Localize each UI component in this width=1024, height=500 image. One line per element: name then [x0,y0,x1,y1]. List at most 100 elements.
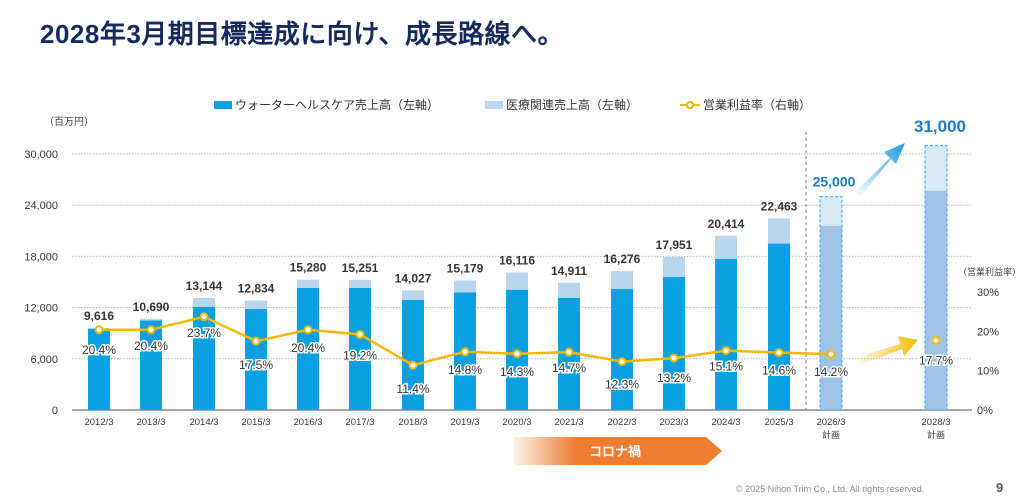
bar-medical [297,279,319,288]
legend-swatch-water [214,100,232,109]
page-title: 2028年3月期目標達成に向け、成長路線へ。 [40,19,565,49]
corona-banner [514,437,722,465]
margin-label: 20.4% [134,339,168,353]
bar-medical [663,256,685,277]
growth-arrow-gold-icon [855,336,918,366]
y-right-tick-label: 20% [977,326,999,338]
legend-label: 医療関連売上高（左軸） [506,98,639,112]
total-label: 15,280 [290,261,327,275]
bar-water-healthcare [140,320,162,410]
x-tick-label: 2018/3 [398,417,427,428]
margin-point [408,360,418,370]
margin-point [564,347,574,357]
margin-point [94,325,104,335]
margin-point [826,349,836,359]
legend-label: ウォーターヘルスケア売上高（左軸） [235,98,440,112]
x-tick-label: 2026/3 [816,417,845,428]
margin-label: 15.1% [709,360,743,374]
x-tick-label: 2019/3 [450,417,479,428]
total-label: 15,251 [342,261,379,275]
x-tick-sublabel: 計画 [822,429,840,441]
left-axis-unit: （百万円） [44,117,94,128]
x-tick-label: 2028/3 [921,417,950,428]
margin-point [460,347,470,357]
legend-item-medical: 医療関連売上高（左軸） [485,96,638,113]
y-tick-label: 12,000 [24,303,58,315]
corona-label: コロナ禍 [589,444,641,460]
margin-label: 23.7% [187,326,221,340]
total-label: 12,834 [238,281,275,295]
margin-label: 11.4% [396,382,429,396]
margin-label: 20.4% [82,343,116,357]
growth-arrow-blue-icon [855,143,905,197]
y-right-tick-label: 30% [977,287,999,299]
margin-point [303,325,313,335]
bar-water-healthcare [715,258,737,410]
bar-water-healthcare [663,276,685,410]
x-tick-label: 2014/3 [189,417,218,428]
y-right-tick-label: 10% [977,366,999,378]
y-tick-label: 6,000 [30,354,58,366]
bar-medical [245,300,267,309]
x-tick-label: 2021/3 [554,417,583,428]
bar-water-healthcare [402,299,424,410]
x-tick-label: 2017/3 [345,417,374,428]
margin-label: 20.4% [291,341,325,355]
bar-water-healthcare [88,328,110,410]
bar-medical [454,280,476,293]
legend-item-water-healthcare: ウォーターヘルスケア売上高（左軸） [214,96,439,113]
margin-label: 14.8% [448,363,482,377]
bar-medical [140,318,162,321]
margin-point [721,346,731,356]
margin-point [512,349,522,359]
bar-medical [925,145,947,191]
bar-plan-outline [819,196,843,411]
x-tick-sublabel: 計画 [927,429,945,441]
bar-water-healthcare [349,287,371,410]
margin-label: 17.5% [239,358,273,372]
margin-point [355,329,365,339]
margin-label: 13.2% [657,371,691,385]
total-label: 17,951 [656,238,693,252]
margin-point [146,325,156,335]
legend-swatch-medical [485,100,503,109]
margin-label: 14.6% [762,364,796,378]
total-label: 14,027 [395,271,432,285]
x-tick-label: 2016/3 [293,417,322,428]
margin-point [931,335,941,345]
bar-water-healthcare [245,308,267,410]
margin-point [669,353,679,363]
margin-label: 14.3% [500,365,534,379]
total-label: 10,690 [133,300,170,314]
margin-label: 17.7% [919,353,953,367]
page-number: 9 [996,480,1004,495]
margin-point [617,357,627,367]
total-label: 15,179 [447,261,484,275]
bar-medical [558,282,580,298]
y-right-tick-label: 0% [977,405,993,417]
bar-water-healthcare [297,287,319,410]
margin-point [774,348,784,358]
bar-plan-outline [924,144,948,411]
margin-label: 14.7% [552,361,586,375]
bar-water-healthcare [820,225,842,410]
right-axis-unit: （営業利益率） [958,267,1022,277]
bar-medical [349,279,371,288]
x-tick-label: 2024/3 [711,417,740,428]
x-tick-label: 2015/3 [241,417,270,428]
legend-item-margin: 営業利益率（右軸） [680,96,811,113]
legend-line-marker-icon [680,100,700,109]
x-tick-label: 2020/3 [502,417,531,428]
margin-label: 19.2% [343,348,377,362]
total-label: 13,144 [186,279,223,293]
margin-point [251,336,261,346]
x-tick-label: 2022/3 [607,417,636,428]
bar-medical [820,196,842,226]
bar-medical [611,271,633,289]
bar-water-healthcare [611,288,633,410]
legend-label: 営業利益率（右軸） [703,98,812,112]
y-tick-label: 24,000 [24,200,58,212]
bar-medical [715,235,737,259]
copyright-footer: © 2025 Nihon Trim Co., Ltd. All rights r… [736,484,925,494]
